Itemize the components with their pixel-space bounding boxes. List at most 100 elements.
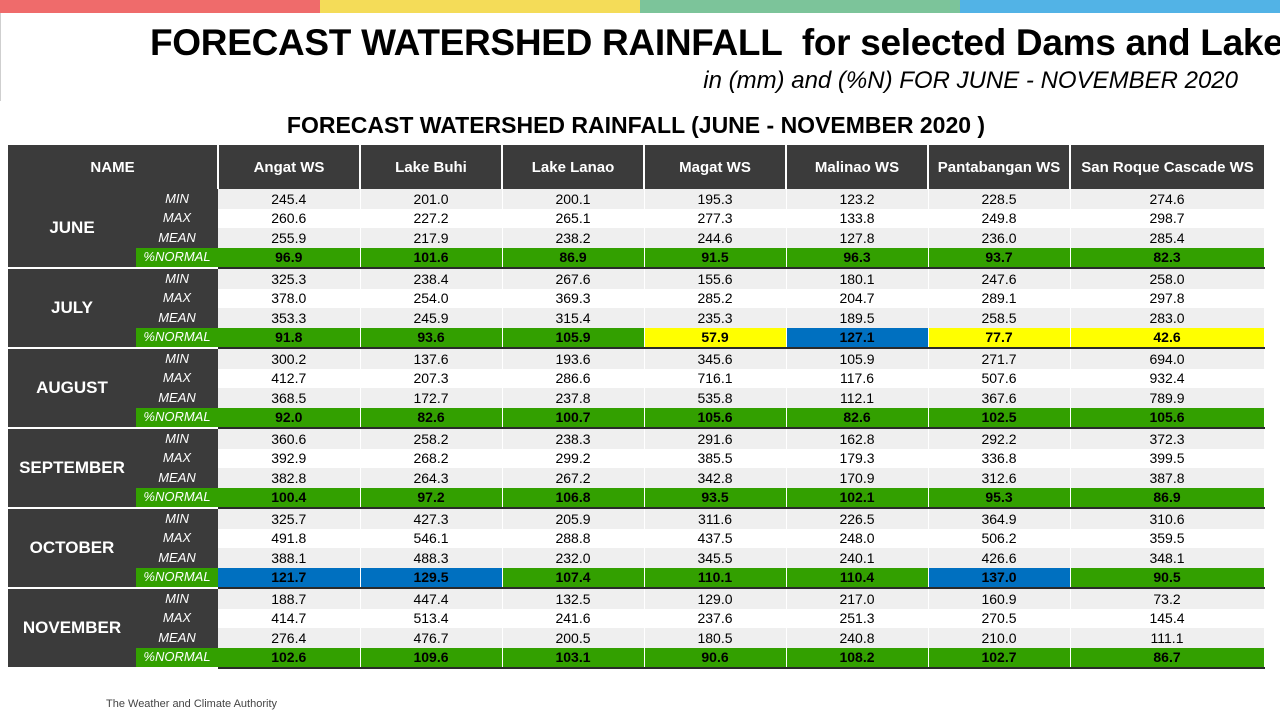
table-cell: 286.6 [502, 368, 645, 388]
table-cell: 310.6 [1070, 508, 1265, 529]
normal-cell-below: 42.6 [1070, 327, 1265, 349]
month-label: NOVEMBER [8, 588, 136, 669]
table-cell: 342.8 [644, 468, 787, 488]
table-cell: 238.4 [360, 268, 503, 289]
column-header-pantabangan: Pantabangan WS [928, 145, 1072, 189]
stat-label: MEAN [136, 628, 219, 648]
table-row: %NORMAL 92.0 82.6 100.7 105.6 82.6 102.5 105.6 [8, 407, 1265, 429]
table-cell: 270.5 [928, 608, 1071, 628]
table-cell: 271.7 [928, 348, 1071, 369]
month-label: JULY [8, 268, 136, 349]
normal-cell-below: 57.9 [644, 327, 787, 349]
table-cell: 299.2 [502, 448, 645, 468]
table-cell: 145.4 [1070, 608, 1265, 628]
table-cell: 476.7 [360, 628, 503, 648]
table-row: MEAN 368.5 172.7 237.8 535.8 112.1 367.6 789.9 [8, 388, 1265, 408]
table-cell: 127.8 [786, 228, 929, 248]
table-cell: 292.2 [928, 428, 1071, 449]
table-cell: 237.8 [502, 388, 645, 408]
table-cell: 716.1 [644, 368, 787, 388]
table-cell: 245.9 [360, 308, 503, 328]
normal-cell-near: 82.3 [1070, 247, 1265, 269]
top-bar-segment [960, 0, 1280, 13]
stat-label: MIN [136, 508, 219, 529]
table-cell: 241.6 [502, 608, 645, 628]
table-cell: 325.7 [218, 508, 361, 529]
stat-label: MAX [136, 368, 219, 388]
table-cell: 226.5 [786, 508, 929, 529]
table-cell: 277.3 [644, 208, 787, 228]
left-divider [0, 13, 1, 101]
table-row: MAX 378.0 254.0 369.3 285.2 204.7 289.1 297.8 [8, 288, 1265, 308]
table-cell: 276.4 [218, 628, 361, 648]
normal-cell-near: 97.2 [360, 487, 503, 509]
stat-label: MAX [136, 208, 219, 228]
normal-cell-near: 105.9 [502, 327, 645, 349]
top-bar-segment [640, 0, 960, 13]
table-cell: 399.5 [1070, 448, 1265, 468]
table-cell: 378.0 [218, 288, 361, 308]
table-cell: 694.0 [1070, 348, 1265, 369]
stat-label: %NORMAL [136, 407, 219, 429]
table-cell: 336.8 [928, 448, 1071, 468]
stat-label: %NORMAL [136, 247, 219, 269]
stat-label: %NORMAL [136, 647, 219, 669]
column-header-malinao: Malinao WS [786, 145, 930, 189]
stat-label: MAX [136, 528, 219, 548]
table-cell: 217.9 [360, 228, 503, 248]
table-cell: 236.0 [928, 228, 1071, 248]
stat-label: MEAN [136, 388, 219, 408]
stat-label: MIN [136, 268, 219, 289]
normal-cell-near: 110.4 [786, 567, 929, 589]
table-row: MAX 392.9 268.2 299.2 385.5 179.3 336.8 399.5 [8, 448, 1265, 468]
rainfall-table: NAME Angat WS Lake Buhi Lake Lanao Magat… [8, 145, 1265, 669]
table-row: AUGUST MIN 300.2 137.6 193.6 345.6 105.9 271.7 6… [8, 348, 1265, 429]
table-cell: 238.2 [502, 228, 645, 248]
normal-cell-above: 137.0 [928, 567, 1071, 589]
table-cell: 412.7 [218, 368, 361, 388]
column-header-lake-buhi: Lake Buhi [360, 145, 504, 189]
table-cell: 133.8 [786, 208, 929, 228]
stat-label: %NORMAL [136, 567, 219, 589]
table-cell: 117.6 [786, 368, 929, 388]
table-row: %NORMAL 102.6 109.6 103.1 90.6 108.2 102.7 86.7 [8, 647, 1265, 669]
table-cell: 172.7 [360, 388, 503, 408]
normal-cell-near: 110.1 [644, 567, 787, 589]
table-cell: 210.0 [928, 628, 1071, 648]
table-cell: 228.5 [928, 189, 1071, 209]
normal-cell-near: 95.3 [928, 487, 1071, 509]
table-cell: 789.9 [1070, 388, 1265, 408]
table-row: MEAN 255.9 217.9 238.2 244.6 127.8 236.0 285.4 [8, 228, 1265, 248]
page-subtitle: in (mm) and (%N) FOR JUNE - NOVEMBER 202… [703, 67, 1238, 94]
table-row: SEPTEMBER MIN 360.6 258.2 238.3 291.6 162.8 292… [8, 428, 1265, 509]
table-cell: 274.6 [1070, 189, 1265, 209]
column-header-lake-lanao: Lake Lanao [502, 145, 646, 189]
stat-label: MIN [136, 588, 219, 609]
table-row: MAX 412.7 207.3 286.6 716.1 117.6 507.6 932.4 [8, 368, 1265, 388]
stat-label: MIN [136, 348, 219, 369]
normal-cell-near: 107.4 [502, 567, 645, 589]
table-cell: 427.3 [360, 508, 503, 529]
normal-cell-near: 96.9 [218, 247, 361, 269]
month-label: AUGUST [8, 348, 136, 429]
table-row: MEAN 353.3 245.9 315.4 235.3 189.5 258.5 283.0 [8, 308, 1265, 328]
table-cell: 267.6 [502, 268, 645, 289]
normal-cell-near: 100.4 [218, 487, 361, 509]
table-cell: 426.6 [928, 548, 1071, 568]
table-cell: 227.2 [360, 208, 503, 228]
table-cell: 488.3 [360, 548, 503, 568]
table-cell: 244.6 [644, 228, 787, 248]
top-bar-segment [0, 0, 320, 13]
normal-cell-near: 82.6 [360, 407, 503, 429]
table-cell: 312.6 [928, 468, 1071, 488]
normal-cell-near: 102.1 [786, 487, 929, 509]
stat-label: MEAN [136, 468, 219, 488]
table-cell: 189.5 [786, 308, 929, 328]
table-row: MEAN 276.4 476.7 200.5 180.5 240.8 210.0 111.1 [8, 628, 1265, 648]
table-cell: 188.7 [218, 588, 361, 609]
table-cell: 232.0 [502, 548, 645, 568]
table-row: %NORMAL 91.8 93.6 105.9 57.9 127.1 77.7 42.6 [8, 327, 1265, 349]
table-cell: 237.6 [644, 608, 787, 628]
table-cell: 437.5 [644, 528, 787, 548]
table-header-row: NAME Angat WS Lake Buhi Lake Lanao Magat… [8, 145, 1265, 189]
